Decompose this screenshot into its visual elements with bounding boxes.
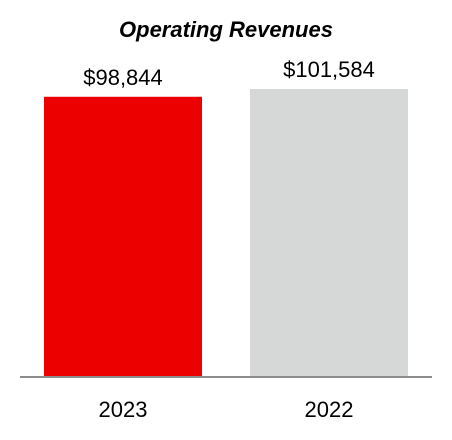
x-tick-label-2023: 2023 [99,397,148,422]
bar-2022 [250,89,408,377]
chart-title: Operating Revenues [119,17,333,42]
data-label-2022: $101,584 [283,57,375,82]
x-tick-label-2022: 2022 [305,397,354,422]
data-labels-group: $98,844 $101,584 [83,57,375,90]
x-tick-labels-group: 2023 2022 [99,397,354,422]
bar-2023 [44,96,202,377]
data-label-2023: $98,844 [83,65,163,90]
bars-group [44,89,408,377]
